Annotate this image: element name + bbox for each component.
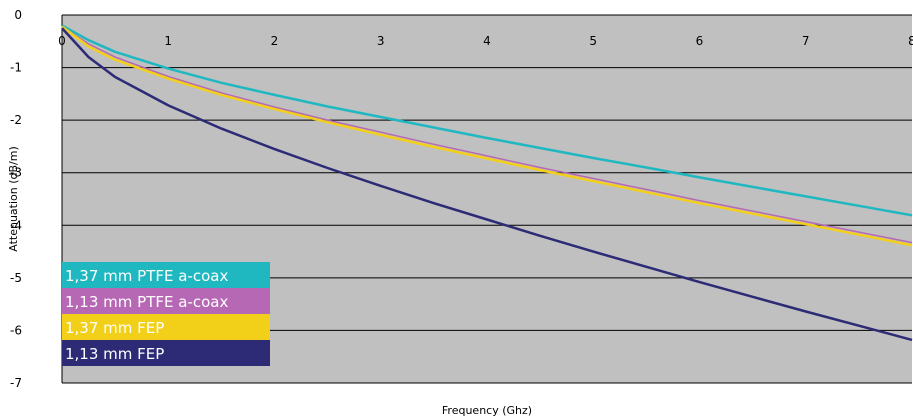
x-tick-label: 6: [696, 34, 704, 48]
series-line: [61, 24, 913, 217]
series-line: [61, 25, 913, 247]
x-axis-title: Frequency (Ghz): [442, 404, 532, 417]
legend-swatch: [62, 314, 270, 340]
y-tick-label: -4: [10, 218, 22, 232]
x-tick-label: 0: [58, 34, 66, 48]
legend-label: 1,13 mm PTFE a-coax: [65, 293, 228, 311]
x-tick-label: 3: [377, 34, 385, 48]
legend: 1,37 mm PTFE a-coax 1,13 mm PTFE a-coax 1,…: [62, 262, 270, 366]
x-tick-label: 5: [589, 34, 597, 48]
legend-label: 1,13 mm FEP: [65, 345, 164, 363]
x-tick-label: 1: [164, 34, 172, 48]
y-tick-label: -6: [10, 323, 22, 337]
x-tick-label: 4: [483, 34, 491, 48]
legend-label: 1,37 mm PTFE a-coax: [65, 267, 228, 285]
y-axis-title: Attenuation (dB/m): [7, 146, 20, 252]
x-tick-label: 8: [908, 34, 913, 48]
y-tick-labels: 0 -1 -2 -3 -4 -5 -6 -7: [10, 8, 22, 390]
x-tick-label: 7: [802, 34, 810, 48]
y-tick-label: 0: [14, 8, 22, 22]
series-line: [61, 27, 913, 342]
legend-label: 1,37 mm FEP: [65, 319, 164, 337]
legend-swatch: [62, 262, 270, 288]
y-tick-label: -7: [10, 376, 22, 390]
x-tick-label: 2: [271, 34, 279, 48]
y-tick-label: -2: [10, 113, 22, 127]
legend-swatch: [62, 340, 270, 366]
y-tick-label: -1: [10, 61, 22, 75]
x-tick-labels: 0 1 2 3 4 5 6 7 8: [58, 34, 913, 48]
y-tick-label: -5: [10, 271, 22, 285]
series-lines: [61, 24, 913, 342]
series-line: [61, 25, 913, 244]
legend-swatch: [62, 288, 270, 314]
y-tick-label: -3: [10, 166, 22, 180]
